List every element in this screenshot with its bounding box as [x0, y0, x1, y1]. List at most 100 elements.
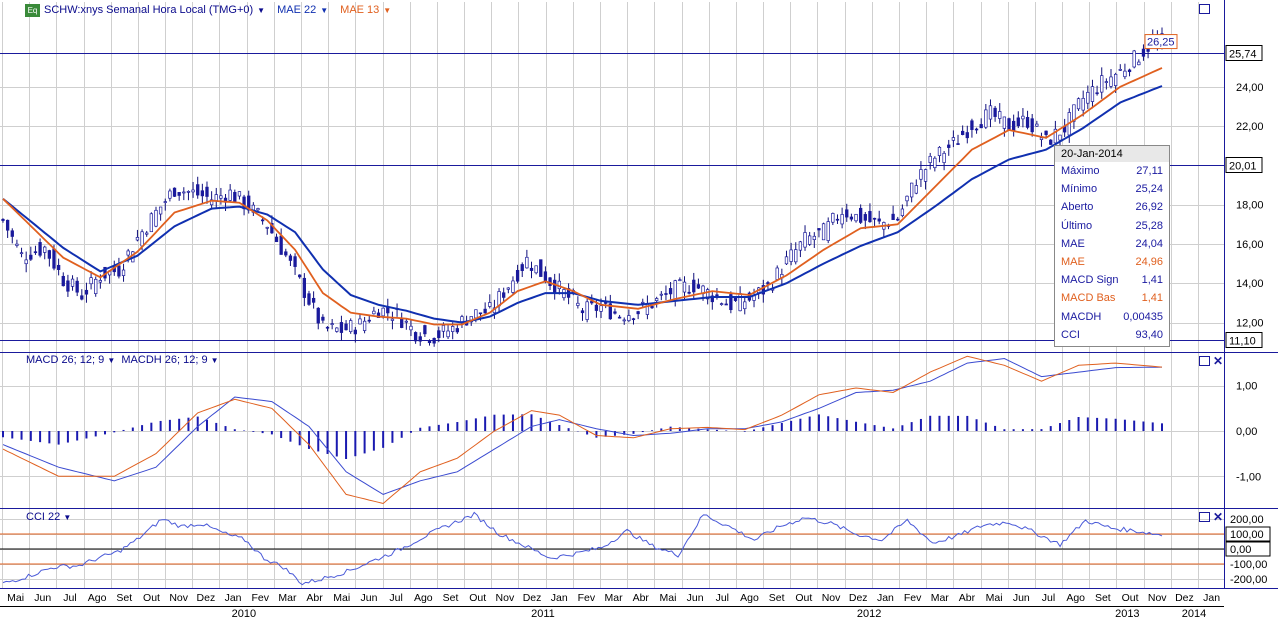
close-icon[interactable]: ✕: [1213, 510, 1224, 524]
month-label: Fev: [904, 592, 922, 604]
macd-panel-header: MACD 26; 12; 9 ▼ MACDH 26; 12; 9 ▼: [26, 354, 219, 366]
candle-body: [900, 208, 905, 216]
candle-body: [1058, 134, 1062, 141]
info-value: 0,00435: [1123, 310, 1163, 323]
candle-body: [1104, 81, 1109, 83]
candle-body: [1127, 69, 1132, 73]
info-row: MAE 24,04: [1055, 235, 1169, 253]
candle-body: [974, 128, 979, 131]
cci-tick-label: 0,00: [1230, 544, 1251, 556]
candle-body: [325, 326, 330, 329]
info-value: 1,41: [1141, 274, 1163, 287]
candle-body: [367, 319, 371, 322]
ema13-line: [2, 67, 1163, 326]
macd-label[interactable]: MACD 26; 12; 9: [26, 354, 105, 366]
candle-body: [664, 293, 668, 295]
level-price-tag: [1225, 332, 1263, 348]
ema13-label[interactable]: MAE 13: [340, 4, 380, 16]
level-price-tag: [1225, 45, 1263, 61]
chart-header: Eq SCHW:xnys Semanal Hora Local (TMG+0) ▼…: [25, 3, 391, 17]
info-row: MACDH 0,00435: [1055, 308, 1169, 326]
dropdown-arrow-icon[interactable]: ▼: [320, 5, 329, 15]
maximize-icon[interactable]: [1199, 4, 1210, 14]
price-tick-label: 24,00: [1236, 82, 1264, 94]
candle-body: [1044, 130, 1048, 135]
month-label: Jun: [1013, 592, 1030, 604]
month-label: Jun: [687, 592, 704, 604]
candle-body: [511, 280, 515, 293]
candle-body: [474, 309, 478, 319]
candle-body: [372, 310, 376, 315]
macdh-label[interactable]: MACDH 26; 12; 9: [121, 354, 208, 366]
candle-body: [729, 294, 733, 311]
candle-body: [1118, 69, 1122, 71]
candle-body: [260, 219, 265, 222]
info-row: MACD Bas 1,41: [1055, 289, 1169, 307]
candle-body: [460, 316, 464, 322]
info-label: Mínimo: [1061, 183, 1098, 196]
candle-body: [896, 218, 900, 221]
dropdown-arrow-icon[interactable]: ▼: [383, 5, 392, 15]
candle-body: [988, 105, 993, 120]
symbol-title[interactable]: SCHW:xnys Semanal Hora Local (TMG+0): [44, 4, 254, 16]
candle-body: [520, 264, 524, 271]
candle-body: [733, 297, 738, 301]
month-label: Ago: [414, 592, 433, 604]
level-price-label: 20,01: [1229, 161, 1257, 173]
candle-body: [743, 301, 747, 310]
dropdown-arrow-icon[interactable]: ▼: [257, 5, 266, 15]
dropdown-arrow-icon[interactable]: ▼: [63, 513, 72, 522]
candle-body: [400, 317, 404, 328]
candle-body: [70, 278, 75, 287]
candle-body: [145, 232, 149, 235]
candle-body: [386, 306, 390, 314]
candle-body: [339, 322, 344, 333]
candle-body: [961, 130, 965, 135]
maximize-icon[interactable]: [1199, 512, 1210, 522]
candle-body: [951, 137, 956, 141]
candle-body: [821, 223, 826, 241]
candle-body: [149, 213, 154, 233]
info-value: 26,92: [1135, 201, 1163, 214]
candle-body: [89, 277, 93, 285]
candle-body: [237, 191, 242, 197]
candle-body: [766, 282, 770, 285]
candle-body: [33, 251, 38, 254]
candle-body: [284, 251, 288, 256]
info-row: Mínimo 25,24: [1055, 180, 1169, 198]
candle-body: [75, 280, 79, 293]
candle-body: [38, 242, 42, 256]
candle-body: [956, 143, 960, 145]
candle-body: [631, 318, 636, 321]
close-icon[interactable]: ✕: [1213, 354, 1224, 368]
candle-body: [311, 297, 316, 303]
candle-body: [488, 302, 492, 307]
candle-body: [923, 169, 928, 182]
candle-body: [5, 219, 10, 231]
candle-body: [622, 319, 626, 322]
cci-label[interactable]: CCI 22: [26, 511, 61, 523]
candle-body: [784, 256, 789, 265]
candle-body: [362, 320, 367, 331]
candle-body: [919, 169, 923, 180]
month-label: Jun: [34, 592, 51, 604]
candle-body: [868, 211, 872, 223]
price-tick-label: 16,00: [1236, 239, 1264, 251]
ema22-label[interactable]: MAE 22: [277, 4, 317, 16]
dropdown-arrow-icon[interactable]: ▼: [107, 356, 116, 365]
candle-body: [302, 277, 306, 298]
dropdown-arrow-icon[interactable]: ▼: [210, 356, 219, 365]
candle-body: [24, 259, 28, 265]
candle-body: [979, 124, 983, 129]
maximize-icon[interactable]: [1199, 356, 1210, 366]
macd-tick-label: 0,00: [1236, 426, 1257, 438]
candle-body: [270, 223, 274, 234]
level-price-label: 25,74: [1229, 49, 1257, 61]
cci-panel-header: CCI 22 ▼: [26, 511, 71, 523]
info-label: CCI: [1061, 328, 1080, 341]
candle-body: [525, 256, 529, 269]
candle-body: [1132, 50, 1136, 68]
candle-body: [599, 305, 603, 312]
candle-body: [585, 301, 589, 320]
info-label: MACDH: [1061, 310, 1102, 323]
